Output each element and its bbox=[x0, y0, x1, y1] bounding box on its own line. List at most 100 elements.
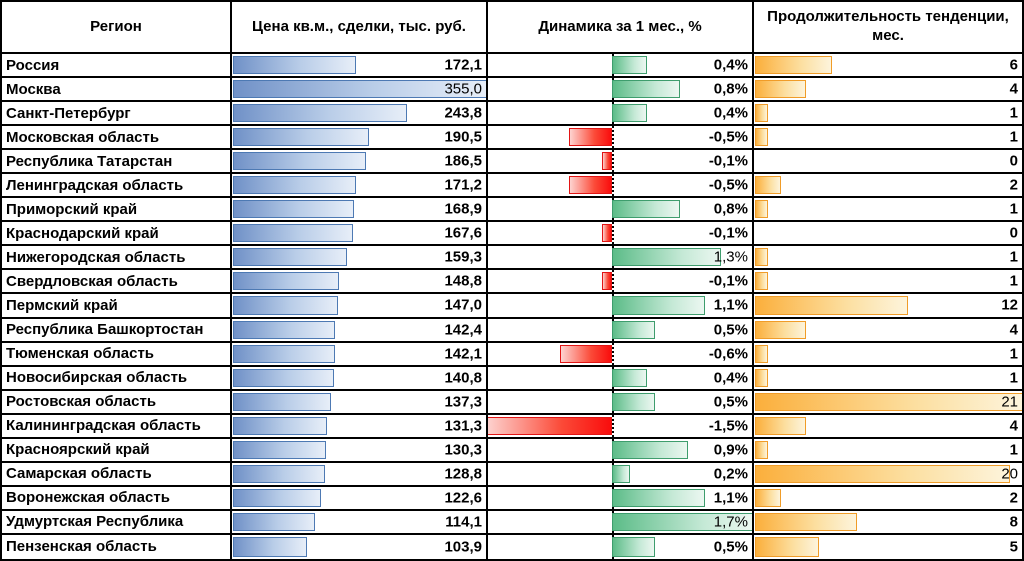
dynamics-value: 0,4% bbox=[713, 104, 748, 122]
price-cell: 168,9 bbox=[232, 198, 488, 221]
region-name: Новосибирская область bbox=[6, 369, 188, 387]
dynamics-zero-axis bbox=[611, 126, 614, 149]
duration-value: 2 bbox=[1009, 489, 1018, 507]
dynamics-bar-positive bbox=[611, 512, 752, 531]
duration-bar bbox=[755, 80, 807, 99]
dynamics-cell: 0,9% bbox=[488, 438, 754, 461]
price-cell: 186,5 bbox=[232, 150, 488, 173]
price-cell: 142,4 bbox=[232, 318, 488, 341]
price-bar bbox=[233, 296, 339, 315]
duration-bar bbox=[755, 416, 807, 435]
price-value: 130,3 bbox=[444, 441, 482, 459]
header-price: Цена кв.м., сделки, тыс. руб. bbox=[232, 2, 488, 52]
duration-cell: 20 bbox=[754, 463, 1022, 485]
region-name: Ростовская область bbox=[6, 393, 157, 411]
price-cell: 148,8 bbox=[232, 270, 488, 293]
table-body: Россия 172,1 0,4% 6 Москва 355,0 0,8% 4 Санкт-Пе… bbox=[2, 54, 1022, 559]
region-name-cell: Калининградская область bbox=[2, 414, 232, 437]
table-row: Пензенская область 103,9 0,5% 5 bbox=[2, 534, 1022, 559]
dynamics-bar-positive bbox=[611, 296, 705, 315]
dynamics-zero-axis bbox=[611, 174, 614, 197]
duration-value: 8 bbox=[1009, 513, 1018, 531]
duration-cell: 4 bbox=[754, 78, 1022, 100]
duration-bar bbox=[755, 56, 832, 75]
dynamics-cell: -0,1% bbox=[488, 270, 754, 293]
dynamics-bar-negative bbox=[488, 416, 612, 435]
duration-cell: 0 bbox=[754, 222, 1022, 244]
duration-value: 4 bbox=[1009, 417, 1018, 435]
price-value: 122,6 bbox=[444, 489, 482, 507]
price-bar bbox=[233, 176, 356, 195]
duration-bar bbox=[755, 464, 1011, 483]
region-name-cell: Московская область bbox=[2, 126, 232, 149]
duration-cell: 1 bbox=[754, 198, 1022, 220]
price-bar bbox=[233, 488, 321, 507]
price-bar bbox=[233, 320, 335, 339]
dynamics-bar-positive bbox=[611, 536, 655, 557]
price-cell: 172,1 bbox=[232, 54, 488, 77]
duration-value: 1 bbox=[1009, 369, 1018, 387]
duration-value: 1 bbox=[1009, 272, 1018, 290]
dynamics-value: -1,5% bbox=[708, 417, 748, 435]
dynamics-value: -0,5% bbox=[708, 128, 748, 146]
price-value: 128,8 bbox=[444, 465, 482, 483]
dynamics-bar-positive bbox=[611, 440, 688, 459]
region-name: Москва bbox=[6, 80, 61, 98]
dynamics-cell: 0,5% bbox=[488, 534, 754, 559]
duration-value: 12 bbox=[1001, 296, 1018, 314]
region-name-cell: Новосибирская область bbox=[2, 366, 232, 389]
duration-cell: 4 bbox=[754, 319, 1022, 341]
duration-value: 1 bbox=[1009, 200, 1018, 218]
price-value: 114,1 bbox=[445, 513, 482, 531]
price-bar bbox=[233, 392, 332, 411]
table-row: Приморский край 168,9 0,8% 1 bbox=[2, 198, 1022, 223]
region-name: Пензенская область bbox=[6, 538, 157, 556]
duration-cell: 2 bbox=[754, 174, 1022, 196]
dynamics-value: 0,4% bbox=[713, 56, 748, 74]
table-row: Россия 172,1 0,4% 6 bbox=[2, 54, 1022, 79]
duration-bar bbox=[755, 296, 909, 315]
table-row: Москва 355,0 0,8% 4 bbox=[2, 78, 1022, 103]
price-value: 167,6 bbox=[444, 224, 482, 242]
dynamics-value: 0,8% bbox=[713, 200, 748, 218]
duration-cell: 1 bbox=[754, 102, 1022, 124]
price-bar bbox=[233, 344, 335, 363]
region-name: Пермский край bbox=[6, 296, 118, 314]
dynamics-value: 0,9% bbox=[713, 441, 748, 459]
table-row: Республика Башкортостан 142,4 0,5% 4 bbox=[2, 318, 1022, 343]
region-name-cell: Приморский край bbox=[2, 198, 232, 221]
price-cell: 171,2 bbox=[232, 174, 488, 197]
dynamics-cell: -0,5% bbox=[488, 174, 754, 197]
dynamics-cell: -1,5% bbox=[488, 414, 754, 437]
table-row: Самарская область 128,8 0,2% 20 bbox=[2, 462, 1022, 487]
dynamics-cell: 0,8% bbox=[488, 198, 754, 221]
dynamics-bar-positive bbox=[611, 368, 647, 387]
price-bar bbox=[233, 128, 370, 147]
dynamics-cell: 1,1% bbox=[488, 294, 754, 317]
duration-cell: 1 bbox=[754, 270, 1022, 292]
duration-cell: 1 bbox=[754, 343, 1022, 365]
price-bar bbox=[233, 440, 327, 459]
dynamics-bar-positive bbox=[611, 392, 655, 411]
region-name-cell: Краснодарский край bbox=[2, 222, 232, 245]
duration-value: 1 bbox=[1009, 441, 1018, 459]
duration-bar bbox=[755, 320, 807, 339]
dynamics-bar-negative bbox=[601, 152, 612, 171]
price-value: 142,4 bbox=[444, 321, 482, 339]
region-name-cell: Нижегородская область bbox=[2, 246, 232, 269]
dynamics-bar-positive bbox=[611, 80, 680, 99]
price-value: 148,8 bbox=[444, 272, 482, 290]
price-value: 190,5 bbox=[444, 128, 482, 146]
region-name-cell: Удмуртская Республика bbox=[2, 510, 232, 533]
region-name: Нижегородская область bbox=[6, 248, 186, 266]
price-value: 171,2 bbox=[444, 176, 482, 194]
table-row: Воронежская область 122,6 1,1% 2 bbox=[2, 486, 1022, 511]
region-name-cell: Ленинградская область bbox=[2, 174, 232, 197]
dynamics-bar-positive bbox=[611, 56, 647, 75]
price-bar bbox=[233, 272, 340, 291]
dynamics-value: -0,1% bbox=[708, 224, 748, 242]
dynamics-bar-negative bbox=[601, 224, 612, 243]
duration-cell: 5 bbox=[754, 535, 1022, 559]
dynamics-value: -0,5% bbox=[708, 176, 748, 194]
